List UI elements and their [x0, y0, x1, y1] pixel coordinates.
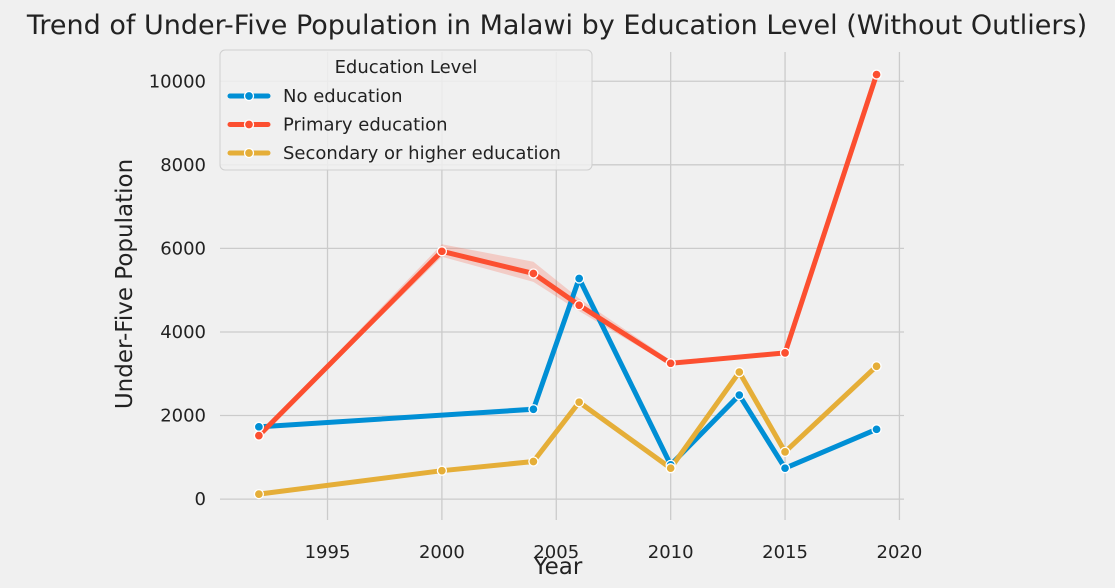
x-tick-labels: 1995 2000 2005 2010 2015 2020	[305, 542, 923, 563]
legend-marker	[243, 90, 255, 102]
y-tick-labels: 0 2000 4000 6000 8000 10000	[149, 71, 206, 510]
series-line	[256, 363, 880, 497]
x-axis-label: Year	[533, 554, 583, 580]
data-point	[871, 424, 882, 435]
data-point	[436, 246, 448, 257]
legend: Education Level No education Primary educ…	[219, 49, 593, 171]
data-point	[253, 430, 265, 441]
y-tick-label: 10000	[149, 71, 206, 92]
y-tick-label: 4000	[160, 322, 206, 343]
x-tick-label: 2000	[419, 542, 465, 563]
x-tick-label: 2020	[877, 542, 923, 563]
data-point	[665, 358, 676, 369]
data-point	[528, 268, 539, 279]
data-point	[779, 463, 791, 474]
legend-title: Education Level	[335, 57, 478, 78]
data-point	[528, 404, 539, 415]
data-point	[253, 421, 265, 432]
data-point	[734, 366, 745, 378]
data-point	[665, 463, 676, 474]
data-point	[253, 488, 265, 500]
y-axis-label: Under-Five Population	[112, 159, 138, 409]
chart-title: Trend of Under-Five Population in Malawi…	[26, 10, 1087, 41]
data-point	[734, 389, 745, 401]
series-points	[253, 69, 882, 500]
x-tick-label: 2015	[762, 542, 808, 563]
legend-label: Secondary or higher education	[283, 143, 561, 164]
legend-items: No education Primary education Secondary o…	[227, 86, 561, 164]
data-point	[574, 273, 585, 284]
data-point	[528, 456, 539, 467]
legend-marker	[243, 119, 255, 130]
data-point	[436, 465, 448, 476]
y-tick-label: 2000	[160, 406, 206, 427]
data-point	[779, 347, 791, 359]
data-point	[574, 397, 585, 408]
y-tick-label: 8000	[160, 155, 206, 176]
data-point	[871, 69, 882, 80]
x-tick-label: 2005	[533, 542, 579, 563]
data-point	[871, 361, 882, 372]
y-tick-label: 0	[195, 489, 206, 510]
data-point	[779, 446, 791, 458]
legend-box	[219, 49, 593, 171]
y-tick-label: 6000	[160, 238, 206, 259]
data-point	[574, 300, 585, 311]
x-tick-label: 2010	[648, 542, 694, 563]
x-tick-label: 1995	[305, 542, 351, 563]
legend-marker	[243, 147, 255, 159]
legend-label: Primary education	[283, 115, 448, 136]
legend-label: No education	[283, 86, 403, 107]
